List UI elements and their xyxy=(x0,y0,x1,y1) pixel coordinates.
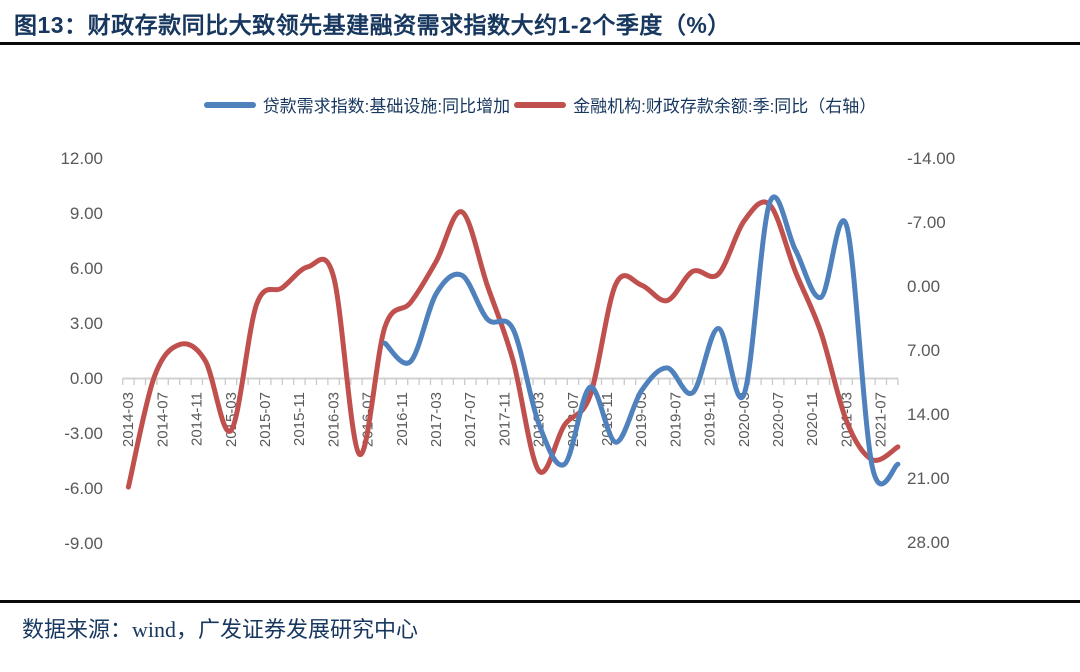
x-axis xyxy=(122,377,899,385)
x-tick-label: 2021-07 xyxy=(873,392,890,447)
x-tick-label: 2017-07 xyxy=(462,392,479,447)
left-axis-tick-label: 12.00 xyxy=(60,149,103,168)
fiscal-deposit-yoy-line xyxy=(125,199,901,490)
data-source: 数据来源：wind，广发证券发展研究中心 xyxy=(22,617,419,642)
x-tick-label: 2015-11 xyxy=(291,392,308,446)
title-divider xyxy=(0,42,1080,45)
right-axis-tick-label: -7.00 xyxy=(907,213,946,232)
x-tick-label: 2017-03 xyxy=(428,392,445,447)
right-axis-labels: -14.00 -7.00 0.00 7.00 14.00 21.00 28.00 xyxy=(907,149,955,552)
x-tick-label: 2014-07 xyxy=(154,392,171,447)
legend-label-loan-demand-index: 贷款需求指数:基础设施:同比增加 xyxy=(262,97,511,116)
x-tick-label: 2016-03 xyxy=(325,392,342,447)
left-axis-tick-label: -6.00 xyxy=(64,479,103,498)
x-tick-label: 2020-03 xyxy=(736,392,753,447)
x-tick-label: 2020-07 xyxy=(770,392,787,447)
left-axis-tick-label: -3.00 xyxy=(64,424,103,443)
x-tick-label: 2015-07 xyxy=(257,392,274,447)
x-tick-label: 2016-11 xyxy=(394,392,411,446)
loan-demand-index-line xyxy=(382,194,901,487)
x-tick-label: 2019-03 xyxy=(633,392,650,447)
legend-label-fiscal-deposit-yoy: 金融机构:财政存款余额:季:同比（右轴） xyxy=(573,97,877,116)
legend-line-swatch-blue xyxy=(203,101,256,108)
left-axis-tick-label: 9.00 xyxy=(70,204,103,223)
footer-divider xyxy=(0,600,1080,603)
legend-item-loan-demand-index: 贷款需求指数:基础设施:同比增加 xyxy=(203,92,511,117)
right-axis-tick-label: 28.00 xyxy=(907,533,950,552)
left-axis-tick-label: -9.00 xyxy=(64,534,103,553)
right-axis-tick-label: 7.00 xyxy=(907,341,940,360)
x-tick-label: 2014-11 xyxy=(189,392,206,446)
left-axis-tick-label: 0.00 xyxy=(70,369,103,388)
x-tick-label: 2014-03 xyxy=(120,392,137,447)
chart-legend: 贷款需求指数:基础设施:同比增加 金融机构:财政存款余额:季:同比（右轴） xyxy=(0,92,1080,117)
figure-title: 图13：财政存款同比大致领先基建融资需求指数大约1-2个季度（%） xyxy=(14,12,731,38)
legend-item-fiscal-deposit-yoy: 金融机构:财政存款余额:季:同比（右轴） xyxy=(514,92,876,117)
left-axis-tick-label: 3.00 xyxy=(70,314,103,333)
right-axis-tick-label: -14.00 xyxy=(907,149,955,168)
legend-line-swatch-red xyxy=(514,101,567,108)
right-axis-tick-label: 14.00 xyxy=(907,405,950,424)
right-axis-tick-label: 21.00 xyxy=(907,469,950,488)
x-tick-label: 2020-11 xyxy=(804,392,821,446)
left-axis-tick-label: 6.00 xyxy=(70,259,103,278)
x-tick-label: 2017-11 xyxy=(496,392,513,446)
left-axis-labels: 12.00 9.00 6.00 3.00 0.00 -3.00 -6.00 -9.00 xyxy=(60,149,103,553)
x-tick-label: 2019-11 xyxy=(702,392,719,446)
right-axis-tick-label: 0.00 xyxy=(907,277,940,296)
x-tick-label: 2019-07 xyxy=(667,392,684,447)
